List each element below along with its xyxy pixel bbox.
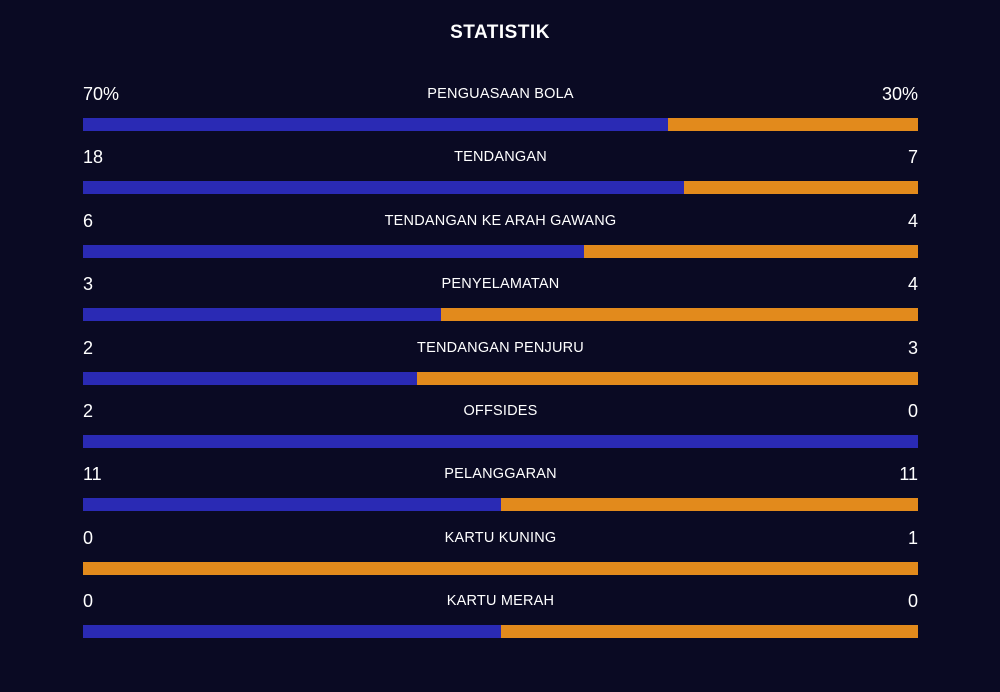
home-value: 2 — [83, 400, 94, 421]
away-bar-segment — [667, 118, 918, 131]
stats-title: STATISTIK — [450, 22, 550, 43]
away-bar-segment — [500, 625, 918, 639]
home-value: 6 — [83, 210, 94, 231]
comparison-bar — [83, 625, 918, 639]
comparison-bar — [83, 181, 918, 195]
stat-row-header: 11 PELANGGARAN 11 — [83, 460, 918, 498]
stat-row-header: 0 KARTU MERAH 0 — [83, 587, 918, 625]
home-value: 0 — [83, 591, 94, 612]
away-value: 3 — [907, 337, 918, 358]
stat-row-kartu-merah: 0 KARTU MERAH 0 — [83, 587, 918, 650]
away-bar-segment — [417, 371, 918, 385]
stat-row-kartu-kuning: 0 KARTU KUNING 1 — [83, 524, 918, 587]
home-value: 70% — [83, 84, 120, 104]
home-bar-segment — [83, 244, 584, 258]
away-value: 1 — [907, 527, 918, 548]
home-bar-segment — [83, 371, 417, 385]
comparison-bar — [83, 118, 918, 131]
stat-row-tendangan-penjuru: 2 TENDANGAN PENJURU 3 — [83, 334, 918, 397]
comparison-bar — [83, 371, 918, 385]
comparison-bar — [83, 244, 918, 258]
home-value: 0 — [83, 527, 94, 548]
stat-label: KARTU KUNING — [444, 529, 557, 546]
stat-row-penguasaan-bola: 70% PENGUASAAN BOLA 30% — [83, 80, 918, 143]
home-bar-segment — [83, 308, 441, 322]
stat-row-tendangan-ke-arah-gawang: 6 TENDANGAN KE ARAH GAWANG 4 — [83, 207, 918, 270]
stat-label: PELANGGARAN — [444, 466, 557, 483]
stat-label: TENDANGAN KE ARAH GAWANG — [384, 212, 617, 229]
away-value: 4 — [907, 210, 918, 231]
away-bar-segment — [584, 244, 918, 258]
away-bar-segment — [500, 498, 918, 512]
stat-label: KARTU MERAH — [446, 593, 555, 610]
comparison-bar — [83, 498, 918, 512]
stats-list: 70% PENGUASAAN BOLA 30% 18 TENDANGAN 7 6 TENDAN… — [83, 80, 918, 651]
stat-label: PENYELAMATAN — [441, 276, 560, 293]
stat-row-header: 2 TENDANGAN PENJURU 3 — [83, 334, 918, 372]
home-value: 18 — [83, 147, 104, 168]
home-bar-segment — [83, 434, 918, 448]
home-bar-segment — [83, 498, 501, 512]
home-value: 3 — [83, 274, 94, 295]
home-value: 11 — [83, 464, 102, 485]
away-value: 7 — [907, 147, 918, 168]
stat-row-header: 6 TENDANGAN KE ARAH GAWANG 4 — [83, 207, 918, 245]
stat-label: TENDANGAN PENJURU — [417, 339, 584, 356]
home-bar-segment — [83, 118, 668, 131]
stat-row-pelanggaran: 11 PELANGGARAN 11 — [83, 460, 918, 523]
home-bar-segment — [83, 625, 501, 639]
away-bar-segment — [440, 308, 918, 322]
stat-label: PENGUASAAN BOLA — [427, 86, 574, 102]
stat-row-header: 2 OFFSIDES 0 — [83, 397, 918, 435]
comparison-bar — [83, 561, 918, 575]
comparison-bar — [83, 308, 918, 322]
stat-row-header: 0 KARTU KUNING 1 — [83, 524, 918, 562]
stat-row-header: 70% PENGUASAAN BOLA 30% — [83, 80, 918, 118]
home-bar-segment — [83, 181, 685, 195]
stat-row-penyelamatan: 3 PENYELAMATAN 4 — [83, 270, 918, 333]
away-value: 30% — [881, 84, 918, 104]
stat-row-offsides: 2 OFFSIDES 0 — [83, 397, 918, 460]
away-value: 4 — [907, 274, 918, 295]
stat-label: OFFSIDES — [463, 402, 538, 419]
home-value: 2 — [83, 337, 94, 358]
away-bar-segment — [684, 181, 918, 195]
stat-row-header: 3 PENYELAMATAN 4 — [83, 270, 918, 308]
away-value: 0 — [907, 400, 918, 421]
comparison-bar — [83, 434, 918, 448]
stat-row-tendangan: 18 TENDANGAN 7 — [83, 143, 918, 206]
stat-row-header: 18 TENDANGAN 7 — [83, 143, 918, 181]
away-bar-segment — [83, 561, 918, 575]
away-value: 11 — [899, 464, 918, 485]
away-value: 0 — [907, 591, 918, 612]
stat-label: TENDANGAN — [454, 149, 547, 166]
